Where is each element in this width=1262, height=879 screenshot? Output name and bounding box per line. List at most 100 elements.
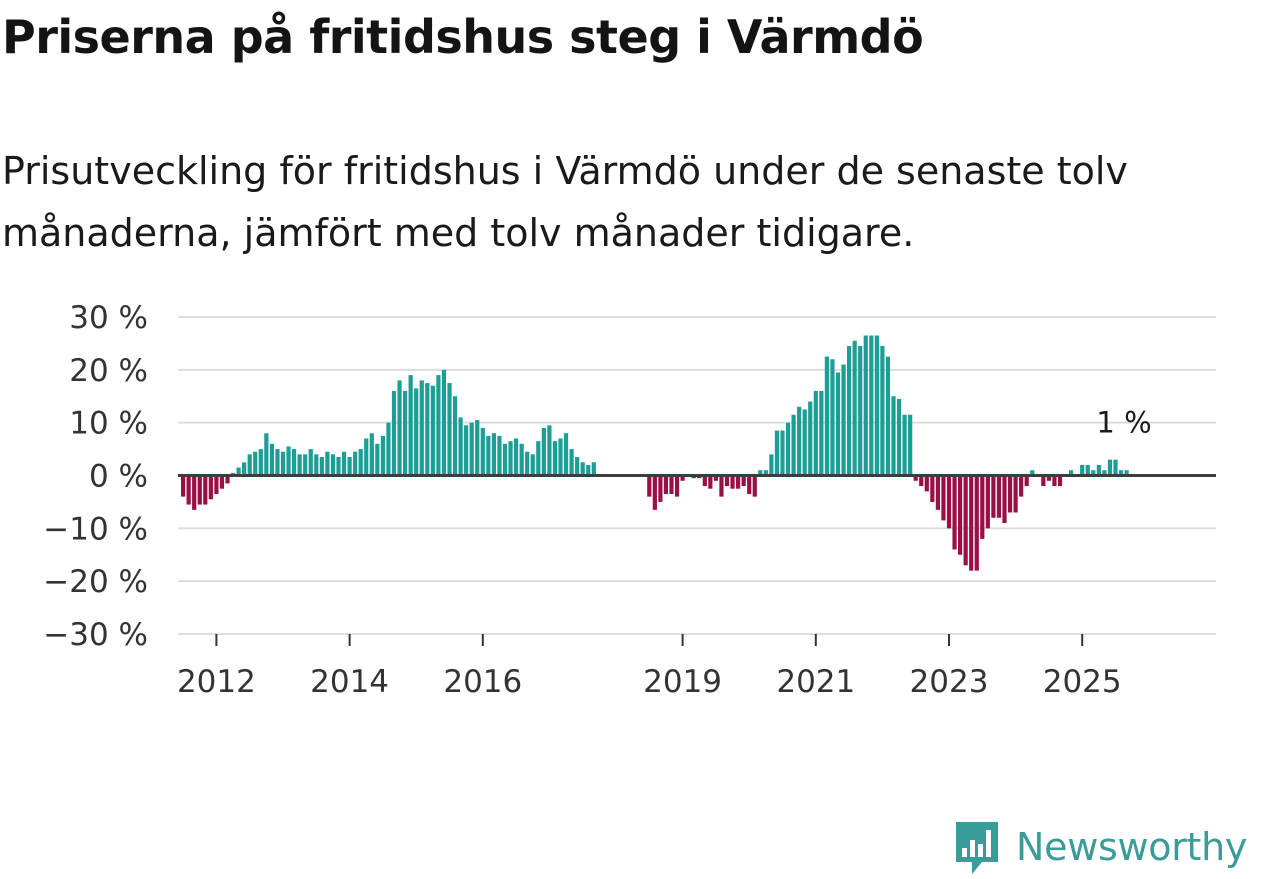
bar (680, 475, 685, 481)
bar (547, 425, 552, 476)
bar (192, 475, 197, 510)
bar (769, 454, 774, 476)
bar (919, 475, 924, 487)
bar (852, 340, 857, 476)
bar (830, 359, 835, 476)
bar (447, 383, 452, 476)
bar (353, 451, 358, 476)
bar (275, 449, 280, 476)
bar (758, 470, 763, 476)
bar (996, 475, 1002, 518)
bar (1069, 470, 1074, 476)
y-tick-label: 20 % (69, 353, 148, 389)
bar (247, 454, 252, 476)
bar (1113, 459, 1118, 476)
bar (819, 390, 824, 476)
bar (480, 427, 485, 476)
bar (946, 475, 952, 529)
bar (935, 475, 940, 510)
bar (991, 475, 996, 518)
chart-subtitle: Prisutveckling för fritidshus i Värmdö u… (2, 149, 1128, 255)
bar (358, 449, 363, 476)
bar (430, 385, 435, 476)
bar (730, 475, 735, 489)
bar (891, 396, 896, 476)
bar (458, 417, 463, 476)
bar (525, 451, 530, 476)
bar (297, 454, 302, 476)
bar (336, 457, 341, 476)
bar (347, 457, 352, 476)
bar (497, 435, 502, 476)
bar (719, 475, 724, 497)
bar (1080, 464, 1085, 476)
y-tick-label: −20 % (43, 564, 148, 600)
bar (1102, 470, 1107, 476)
bar (303, 454, 308, 476)
bar (441, 369, 447, 476)
bar (419, 380, 424, 476)
bar (208, 475, 213, 500)
bar (414, 388, 419, 476)
bar (563, 433, 569, 476)
bar (580, 462, 585, 476)
bar (264, 433, 269, 476)
bar (863, 335, 868, 476)
bar (269, 443, 274, 476)
bar (930, 475, 935, 502)
bar (586, 464, 591, 476)
bar (674, 475, 680, 497)
x-tick-label: 2021 (776, 664, 855, 700)
bar (475, 420, 480, 476)
bar (963, 475, 968, 566)
bar (403, 390, 408, 476)
bar (985, 475, 990, 529)
bar (752, 475, 757, 497)
bar (569, 449, 574, 476)
bar (874, 335, 879, 476)
bar (835, 372, 841, 476)
bar (1002, 475, 1007, 524)
bar (186, 475, 191, 505)
bar (491, 433, 496, 476)
bar (1107, 459, 1113, 476)
x-tick-label: 2014 (310, 664, 389, 700)
bar (1057, 475, 1063, 487)
y-tick-label: 30 % (69, 300, 148, 336)
bar (647, 475, 652, 497)
bar (791, 414, 796, 476)
bar (797, 406, 802, 476)
bar (425, 383, 430, 476)
bar (536, 441, 541, 476)
bar (747, 475, 752, 494)
bar (464, 425, 469, 476)
bar (369, 433, 374, 476)
bar (436, 375, 441, 476)
bar (780, 430, 785, 476)
y-tick-label: 0 % (89, 459, 148, 495)
bar (1124, 470, 1129, 476)
bar (319, 457, 324, 476)
bar (452, 396, 458, 476)
bar (236, 467, 241, 476)
bar (1091, 470, 1096, 476)
bar (1085, 464, 1090, 476)
bar (330, 454, 336, 476)
bar (380, 435, 385, 476)
bar (391, 390, 397, 476)
bar (802, 409, 807, 476)
bar (913, 475, 918, 481)
bar (341, 451, 347, 476)
bar (502, 443, 508, 476)
bar (1019, 475, 1024, 497)
bar (292, 449, 297, 476)
bar (896, 398, 902, 476)
bar (1118, 470, 1124, 476)
bar (286, 446, 291, 476)
bar (375, 443, 380, 476)
bar (774, 430, 780, 476)
bar (386, 422, 391, 476)
x-tick-label: 2023 (910, 664, 989, 700)
x-tick-label: 2019 (643, 664, 722, 700)
x-tick-label: 2025 (1043, 664, 1122, 700)
